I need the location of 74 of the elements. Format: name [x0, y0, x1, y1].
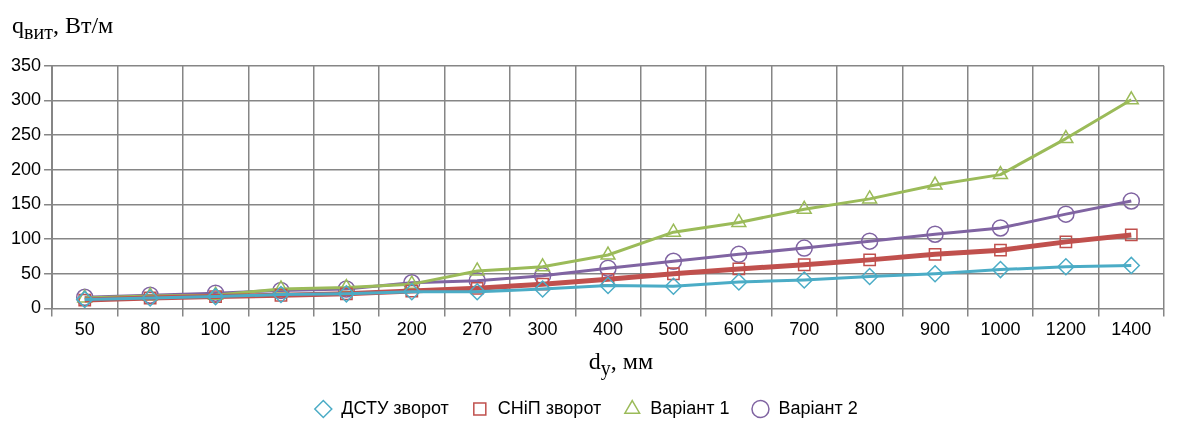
y-tick-label: 0	[31, 297, 42, 318]
y-axis-title: q$_{вит}$, Вт/м	[11, 11, 115, 45]
point	[1057, 205, 1075, 223]
point	[926, 264, 944, 283]
point	[1058, 129, 1074, 144]
legend-label: Варіант 2	[778, 397, 858, 418]
legend-label: СНіП зворот	[497, 397, 602, 418]
point	[534, 258, 551, 272]
point	[469, 262, 485, 276]
point	[1059, 235, 1073, 249]
point	[795, 239, 813, 257]
x-tick-label: 600	[723, 319, 754, 340]
point	[860, 267, 879, 286]
point	[536, 277, 550, 291]
point	[863, 253, 877, 267]
x-tick-label: 300	[527, 319, 558, 340]
x-tick-label: 400	[592, 319, 624, 340]
x-tick-label: 80	[140, 319, 161, 340]
x-tick-label: 125	[265, 319, 296, 340]
x-tick-label: 50	[74, 319, 95, 340]
point	[273, 280, 289, 294]
y-tick-label: 150	[10, 193, 42, 214]
point	[795, 271, 813, 289]
x-tick-label: 1400	[1111, 319, 1152, 340]
x-tick-label: 500	[658, 319, 689, 340]
point	[1122, 192, 1141, 210]
x-axis-title: d$_{у}$, мм	[587, 348, 655, 380]
point	[533, 280, 552, 298]
point	[796, 200, 812, 215]
x-tick-label: 1000	[980, 319, 1021, 340]
point	[994, 243, 1007, 257]
point	[1057, 258, 1075, 276]
legend-label: ДСТУ зворот	[341, 397, 449, 418]
point	[991, 219, 1010, 237]
point	[732, 262, 746, 276]
y-tick-label: 350	[10, 54, 42, 75]
point	[928, 247, 942, 261]
point	[1124, 228, 1138, 242]
x-tick-label: 100	[200, 319, 231, 340]
legend-label: Варіант 1	[650, 397, 730, 418]
point	[599, 259, 617, 277]
point	[665, 223, 682, 237]
x-tick-label: 900	[920, 319, 951, 340]
point	[664, 277, 683, 295]
y-tick-label: 250	[10, 124, 42, 145]
point	[992, 165, 1009, 180]
point	[730, 245, 748, 264]
point	[991, 260, 1010, 279]
point	[731, 213, 747, 228]
point	[667, 267, 680, 281]
y-tick-label: 200	[10, 158, 42, 179]
x-tick-label: 270	[462, 319, 493, 340]
point	[664, 252, 683, 271]
point	[861, 190, 878, 204]
x-tick-label: 150	[331, 319, 362, 340]
point	[927, 176, 943, 190]
y-tick-label: 300	[10, 89, 42, 110]
x-tick-label: 800	[854, 319, 885, 340]
point	[77, 289, 93, 303]
point	[337, 280, 356, 298]
point	[1123, 91, 1139, 105]
x-tick-label: 200	[396, 319, 427, 340]
point	[926, 225, 944, 243]
point	[599, 276, 617, 295]
x-tick-label: 700	[789, 319, 820, 340]
point	[730, 273, 748, 291]
point	[797, 258, 811, 272]
point	[1122, 256, 1141, 275]
point	[600, 246, 616, 260]
y-tick-label: 50	[21, 262, 42, 283]
y-tick-label: 100	[10, 228, 42, 249]
x-tick-label: 1200	[1045, 319, 1086, 340]
point	[468, 283, 486, 301]
point	[860, 232, 879, 250]
